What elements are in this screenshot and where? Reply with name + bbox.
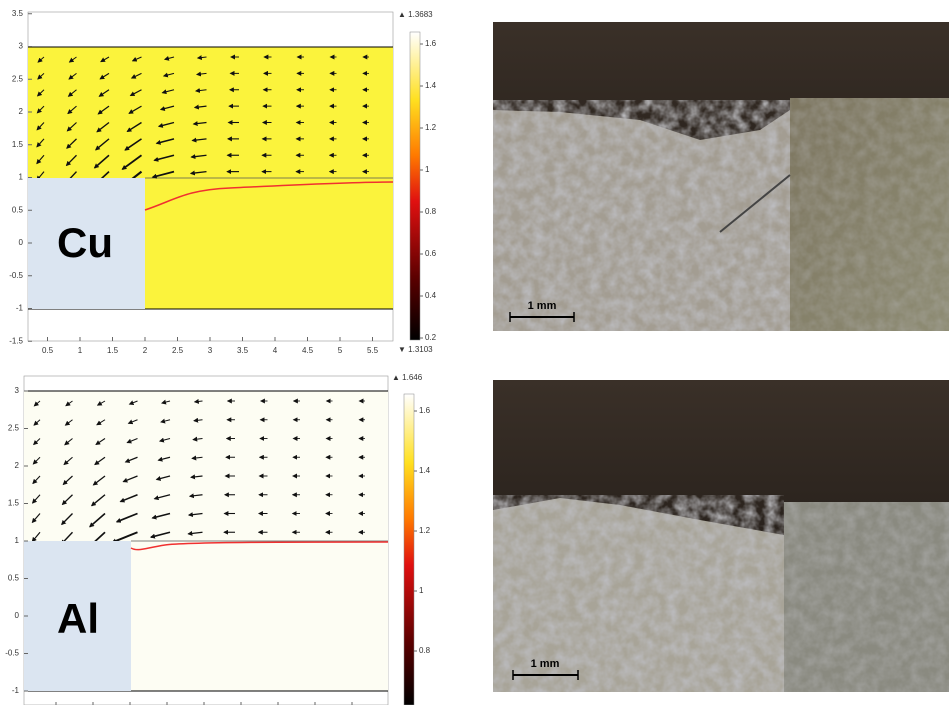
- x-tick-label: 3.5: [237, 346, 249, 355]
- colorbar: [404, 394, 414, 705]
- y-tick-label: 0.5: [12, 205, 24, 214]
- y-tick-label: -1.5: [9, 336, 23, 345]
- plot: Cu 3.5 3 2.5 2 1.5 1 0.5 0 -0.5 -1 -1.5 0.5 1 1.5 2 2.5 3…: [9, 9, 436, 355]
- y-tick-label: 3: [15, 386, 20, 395]
- photo: 1 mm: [493, 380, 949, 692]
- x-tick-label: 5.5: [367, 346, 379, 355]
- colorbar-tick-label: 1: [419, 586, 424, 595]
- y-tick-label: 2: [15, 461, 20, 470]
- y-tick-label: -0.5: [5, 649, 19, 658]
- y-tick-label: 2: [19, 107, 24, 116]
- colorbar-max: ▲ 1.646: [392, 373, 423, 382]
- y-tick-label: 1.5: [12, 140, 24, 149]
- colorbar-tick-label: 1.2: [425, 123, 437, 132]
- colorbar-tick-label: 1.6: [425, 39, 437, 48]
- y-tick-label: 1: [15, 536, 20, 545]
- scale-label: 1 mm: [531, 658, 560, 670]
- x-tick-label: 1.5: [107, 346, 119, 355]
- colorbar-tick-label: 0.8: [419, 646, 431, 655]
- x-tick-label: 5: [338, 346, 343, 355]
- colorbar-max: ▲ 1.3683: [398, 10, 433, 19]
- x-tick-label: 2: [143, 346, 148, 355]
- y-tick-label: 1: [19, 173, 24, 182]
- colorbar-tick-label: 0.2: [425, 333, 437, 342]
- colorbar-min: ▼ 1.3103: [398, 345, 433, 354]
- photo: 1 mm: [493, 22, 949, 331]
- y-tick-label: 0: [15, 611, 20, 620]
- y-tick-label: 2.5: [8, 424, 20, 433]
- y-tick-label: 1.5: [8, 499, 20, 508]
- colorbar-tick-label: 1.2: [419, 526, 431, 535]
- colorbar-tick-label: 0.4: [425, 291, 437, 300]
- x-tick-label: 4: [273, 346, 278, 355]
- y-tick-label: -0.5: [9, 271, 23, 280]
- colorbar-tick-label: 1.4: [419, 466, 431, 475]
- material-label: Al: [57, 595, 99, 642]
- y-tick-label: 0: [19, 238, 24, 247]
- y-tick-label: 3: [19, 42, 24, 51]
- x-tick-label: 3: [208, 346, 213, 355]
- plot: Al 3 2.5 2 1.5 1 0.5 0 -0.5 -1 1.6 1.4 1.2 1 0.8 ▲ 1.64…: [5, 373, 430, 705]
- y-tick-label: 2.5: [12, 74, 24, 83]
- colorbar-tick-label: 1: [425, 165, 430, 174]
- y-tick-label: 3.5: [12, 9, 24, 18]
- x-tick-label: 1: [78, 346, 83, 355]
- scale-label: 1 mm: [528, 300, 557, 312]
- colorbar-tick-label: 0.6: [425, 249, 437, 258]
- x-tick-label: 0.5: [42, 346, 54, 355]
- material-label: Cu: [57, 219, 113, 266]
- figure: 1 mm 1 mm Cu 3.5 3 2.5 2 1.5 1 0.5 0 -0.5 -1 -1.5 0.…: [0, 0, 949, 705]
- x-tick-label: 4.5: [302, 346, 314, 355]
- colorbar: [410, 32, 420, 340]
- y-tick-label: 0.5: [8, 574, 20, 583]
- y-tick-label: -1: [12, 686, 20, 695]
- page: {"panels": [ {"label": "Cu", "yticks": […: [0, 0, 949, 705]
- colorbar-tick-label: 1.6: [419, 406, 431, 415]
- y-tick-label: -1: [16, 304, 24, 313]
- colorbar-tick-label: 0.8: [425, 207, 437, 216]
- x-tick-label: 2.5: [172, 346, 184, 355]
- colorbar-tick-label: 1.4: [425, 81, 437, 90]
